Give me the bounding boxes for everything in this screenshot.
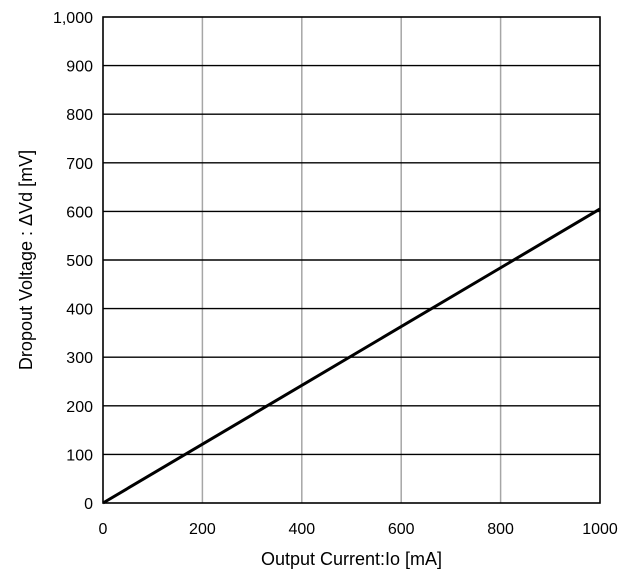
- x-tick-label: 800: [487, 521, 514, 538]
- series-layer: [102, 207, 601, 505]
- y-axis-label: Dropout Voltage : ΔVd [mV]: [16, 150, 36, 370]
- x-tick-label: 1000: [582, 521, 618, 538]
- y-tick-label: 0: [84, 496, 93, 513]
- x-tick-label: 200: [189, 521, 216, 538]
- y-tick-label: 900: [66, 59, 93, 76]
- y-tick-label: 700: [66, 156, 93, 173]
- plot-frame: [102, 16, 601, 504]
- x-tick-labels: 0 200 400 600 800 1000: [99, 521, 618, 538]
- x-tick-label: 0: [99, 521, 108, 538]
- y-tick-label: 200: [66, 399, 93, 416]
- y-tick-label: 400: [66, 302, 93, 319]
- series-line-0: [102, 207, 601, 505]
- y-tick-label: 1,000: [53, 10, 93, 27]
- x-axis-label: Output Current:Io [mA]: [261, 549, 442, 569]
- y-tick-label: 600: [66, 204, 93, 221]
- y-tick-label: 100: [66, 447, 93, 464]
- y-tick-labels: 0 100 200 300 400 500 600 700 800 900 1,000: [53, 10, 93, 513]
- grid: [103, 17, 600, 503]
- y-tick-label: 800: [66, 107, 93, 124]
- x-tick-label: 600: [388, 521, 415, 538]
- x-tick-label: 400: [288, 521, 315, 538]
- y-tick-label: 500: [66, 253, 93, 270]
- y-tick-label: 300: [66, 350, 93, 367]
